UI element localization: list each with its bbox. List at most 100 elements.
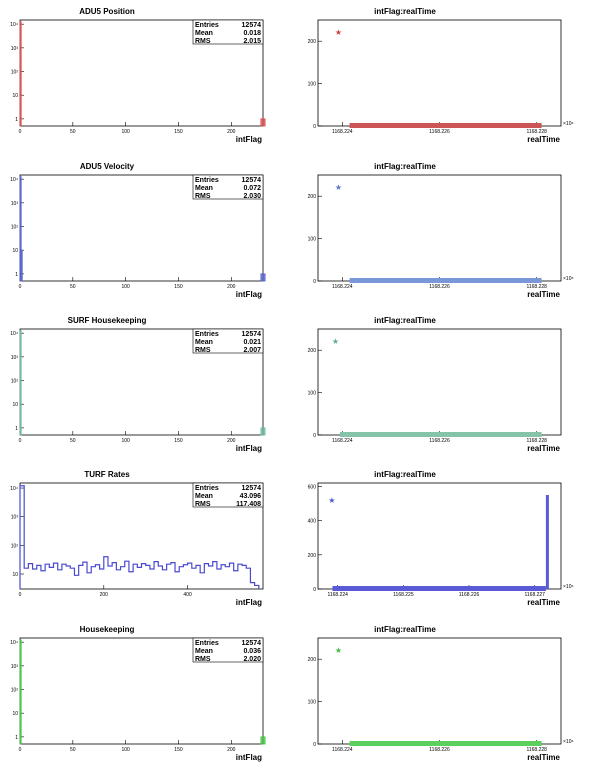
stats-value: 12574 — [242, 22, 262, 29]
stats-label: RMS — [195, 347, 211, 354]
panel-10: intFlag:realTime realTime 1168.224 1168.226… — [308, 625, 574, 762]
data-band — [349, 741, 542, 746]
x-tick-label: 1168.228 — [526, 284, 547, 290]
panel-title: intFlag:realTime — [374, 162, 436, 171]
hist-bar — [19, 176, 22, 282]
x-axis-multiplier: ×10⁶ — [563, 584, 574, 590]
y-tick-label: 10³ — [11, 201, 19, 207]
y-tick-label: 1 — [15, 272, 18, 278]
hist-bar — [260, 427, 266, 436]
stats-box-frame — [192, 482, 264, 508]
x-tick-label: 0 — [19, 284, 22, 290]
stats-value: 0.036 — [243, 648, 261, 655]
x-tick-label: 1168.224 — [332, 747, 353, 753]
stats-value: 117.408 — [236, 501, 261, 508]
panel-title: Housekeeping — [80, 625, 135, 634]
panel-title: SURF Housekeeping — [68, 316, 147, 325]
hist-bar — [260, 273, 266, 282]
x-tick-label: 50 — [70, 438, 76, 444]
panel-title: intFlag:realTime — [374, 625, 436, 634]
x-axis-label: intFlag — [236, 444, 262, 453]
stats-box-frame — [192, 19, 264, 45]
y-tick-label: 200 — [308, 657, 317, 663]
x-axis-label: intFlag — [236, 598, 262, 607]
stats-value: 12574 — [242, 485, 262, 492]
x-axis-label: intFlag — [236, 135, 262, 144]
hist-line — [19, 485, 260, 589]
x-tick-label: 1168.224 — [327, 592, 348, 598]
data-band — [349, 123, 542, 128]
stats-label: Entries — [195, 640, 219, 647]
x-axis-label: realTime — [527, 598, 560, 607]
plot-frame — [317, 174, 562, 282]
x-tick-label: 200 — [227, 129, 236, 135]
y-tick-label: 10 — [12, 711, 18, 717]
y-tick-label: 0 — [313, 279, 316, 285]
x-tick-label: 200 — [227, 284, 236, 290]
x-tick-label: 1168.225 — [393, 592, 414, 598]
x-tick-label: 200 — [100, 592, 109, 598]
y-tick-label: 200 — [308, 39, 317, 45]
x-tick-label: 1168.226 — [429, 129, 450, 135]
data-band — [339, 432, 542, 437]
stats-label: Mean — [195, 339, 213, 346]
y-tick-label: 0 — [313, 587, 316, 593]
y-tick-label: 0 — [313, 742, 316, 748]
x-tick-label: 0 — [19, 747, 22, 753]
stats-label: Mean — [195, 185, 213, 192]
y-tick-label: 0 — [313, 124, 316, 130]
stats-label: RMS — [195, 38, 211, 45]
y-tick-label: 1 — [15, 426, 18, 432]
x-axis-multiplier: ×10⁶ — [563, 276, 574, 282]
panel-title: ADU5 Velocity — [80, 162, 135, 171]
y-tick-label: 10⁴ — [10, 486, 18, 492]
panel-6: intFlag:realTime realTime 1168.224 1168.226… — [308, 316, 562, 453]
x-tick-label: 150 — [174, 438, 183, 444]
stats-value: 0.021 — [243, 339, 261, 346]
data-point: ★ — [328, 496, 335, 505]
x-tick-label: 0 — [19, 438, 22, 444]
panel-title: intFlag:realTime — [374, 470, 436, 479]
y-tick-label: 200 — [308, 553, 317, 559]
x-axis-label: realTime — [527, 135, 560, 144]
panel-title: TURF Rates — [84, 470, 130, 479]
x-tick-label: 100 — [121, 129, 130, 135]
stats-box: Entries 12574 Mean 0.021 RMS 2.007 — [192, 328, 264, 354]
stats-box: Entries 12574 Mean 0.036 RMS 2.020 — [192, 637, 264, 663]
stats-box: Entries 12574 Mean 43.096 RMS 117.408 — [192, 482, 264, 508]
data-point: ★ — [335, 646, 342, 655]
x-tick-label: 200 — [227, 438, 236, 444]
x-tick-label: 50 — [70, 284, 76, 290]
y-tick-label: 10 — [12, 572, 18, 578]
panel-title: ADU5 Position — [79, 7, 135, 16]
x-tick-label: 50 — [70, 129, 76, 135]
y-tick-label: 10³ — [11, 46, 19, 52]
stats-box-frame — [192, 328, 264, 354]
y-tick-label: 10⁴ — [10, 640, 18, 646]
y-tick-label: 100 — [308, 237, 317, 243]
panel-title: intFlag:realTime — [374, 7, 436, 16]
y-tick-label: 10² — [11, 688, 19, 694]
x-tick-label: 1168.224 — [332, 284, 353, 290]
x-tick-label: 1168.228 — [526, 438, 547, 444]
x-tick-label: 1168.226 — [429, 747, 450, 753]
stats-box-frame — [192, 637, 264, 663]
x-axis-multiplier: ×10⁶ — [563, 121, 574, 127]
data-band — [332, 586, 546, 591]
plot-frame — [317, 482, 562, 590]
stats-value: 12574 — [242, 177, 262, 184]
x-axis-label: realTime — [527, 444, 560, 453]
hist-bar — [19, 21, 22, 127]
y-tick-label: 10⁴ — [10, 331, 18, 337]
plot-frame — [317, 328, 562, 436]
x-axis-label: intFlag — [236, 753, 262, 762]
x-tick-label: 1168.227 — [524, 592, 545, 598]
x-tick-label: 100 — [121, 438, 130, 444]
stats-label: RMS — [195, 193, 211, 200]
x-tick-label: 150 — [174, 747, 183, 753]
data-point: ★ — [332, 337, 339, 346]
hist-bar — [19, 330, 22, 436]
x-tick-label: 1168.226 — [429, 438, 450, 444]
x-tick-label: 1168.226 — [459, 592, 480, 598]
